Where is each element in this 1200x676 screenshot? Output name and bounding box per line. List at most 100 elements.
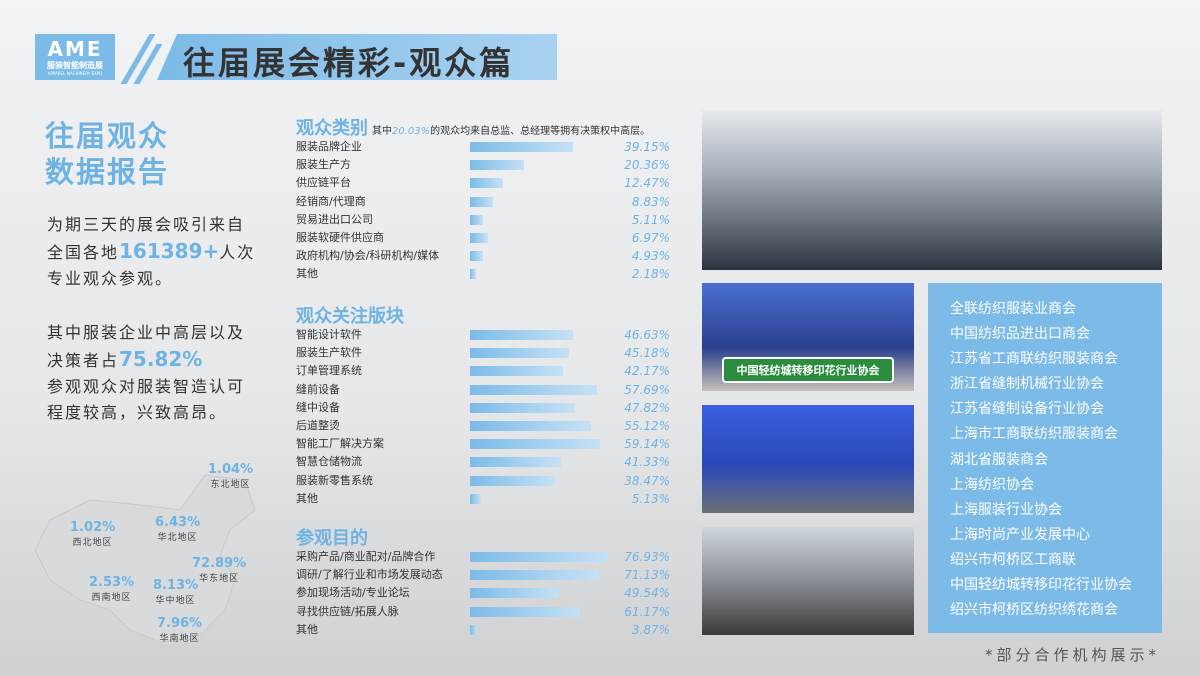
- bar-row: 缝中设备 47.82%: [296, 399, 676, 417]
- bar-row: 经销商/代理商 8.83%: [296, 193, 676, 211]
- bar-value: 12.47%: [624, 176, 670, 191]
- photo-association-group: 中国轻纺城转移印花行业协会: [702, 283, 914, 391]
- bar: [470, 606, 580, 617]
- org-item: 上海纺织协会: [950, 476, 1034, 493]
- section-focus-areas: 观众关注版块 智能设计软件 46.63% 服装生产软件 45.18% 订单管理系统 42.…: [296, 302, 676, 508]
- org-item: 上海时尚产业发展中心: [950, 526, 1090, 543]
- bar-value: 55.12%: [624, 418, 670, 433]
- org-item: 全联纺织服装业商会: [950, 301, 1076, 317]
- bar: [470, 624, 477, 635]
- partner-organizations: 全联纺织服装业商会 中国纺织品进出口商会 江苏省工商联纺织服装商会 浙江省缝制机械行业…: [928, 283, 1162, 633]
- org-item: 中国纺织品进出口商会: [950, 326, 1090, 343]
- visitor-summary: 为期三天的展会吸引来自全国各地161389+人次专业观众参观。: [47, 215, 256, 288]
- bar-value: 4.93%: [631, 249, 670, 264]
- bar-row: 服装软硬件供应商 6.97%: [296, 229, 676, 247]
- bar-label: 其他: [296, 267, 318, 281]
- bar: [470, 493, 482, 504]
- bar-row: 参加现场活动/专业论坛 49.54%: [296, 584, 676, 602]
- header: AME 服装智能制造展 APPAREL MACHINERY EXPO 往届展会精…: [35, 34, 557, 84]
- bar-value: 47.82%: [624, 400, 670, 415]
- report-title: 往届观众 数据报告: [45, 119, 170, 189]
- org-item: 中国轻纺城转移印花行业协会: [950, 577, 1132, 594]
- bar-row: 其他 2.18%: [296, 265, 676, 283]
- bar: [470, 330, 573, 340]
- org-item: 上海市工商联纺织服装商会: [950, 426, 1118, 443]
- org-item: 绍兴市柯桥区纺织绣花商会: [950, 602, 1118, 619]
- bar-value: 5.13%: [631, 491, 670, 506]
- bar: [470, 366, 563, 377]
- bar-label: 其他: [296, 491, 318, 505]
- photo-vip-visit: [702, 110, 1162, 270]
- section-visit-purpose: 参观目的 采购产品/商业配对/品牌合作 76.93% 调研/了解行业和市场发展动态 7…: [296, 524, 676, 639]
- bar: [470, 384, 597, 395]
- bar-value: 59.14%: [624, 437, 670, 452]
- bar-value: 61.17%: [624, 604, 670, 619]
- ame-logo: AME 服装智能制造展 APPAREL MACHINERY EXPO: [35, 34, 115, 80]
- bar-value: 20.36%: [624, 158, 670, 173]
- bar: [470, 196, 494, 207]
- bar-label: 服装软硬件供应商: [296, 230, 384, 244]
- bar-row: 调研/了解行业和市场发展动态 71.13%: [296, 566, 676, 584]
- page-title: 往届展会精彩-观众篇: [183, 44, 515, 82]
- bar-label: 服装生产软件: [296, 346, 362, 360]
- bar-label: 服装品牌企业: [296, 140, 362, 153]
- bar-label: 供应链平台: [296, 176, 351, 190]
- section-audience-type: 观众类别 其中20.03%的观众均来自总监、总经理等拥有决策权中高层。 服装品牌企…: [296, 114, 676, 284]
- bar-row: 采购产品/商业配对/品牌合作 76.93%: [296, 548, 676, 566]
- bar: [470, 269, 476, 280]
- bar-label: 后道整烫: [296, 418, 340, 432]
- bar: [470, 214, 484, 225]
- bar-label: 订单管理系统: [296, 364, 362, 378]
- bar-value: 2.18%: [631, 267, 670, 282]
- bar-label: 智能设计软件: [296, 328, 362, 341]
- bar-value: 5.11%: [631, 212, 670, 227]
- bar: [470, 178, 503, 189]
- bar: [470, 439, 600, 450]
- bar-value: 6.97%: [631, 230, 670, 245]
- bar: [470, 457, 561, 468]
- bar: [470, 570, 598, 581]
- bar-label: 寻找供应链/拓展人脉: [296, 604, 399, 618]
- bar-row: 其他 5.13%: [296, 490, 676, 508]
- org-item: 江苏省工商联纺织服装商会: [950, 351, 1118, 368]
- region-northwest: 1.02% 西北地区: [70, 520, 116, 548]
- bar-label: 服装生产方: [296, 158, 351, 172]
- bar-label: 经销商/代理商: [296, 194, 366, 208]
- bar: [470, 142, 573, 152]
- bar-row: 其他 3.87%: [296, 621, 676, 639]
- bar-row: 贸易进出口公司 5.11%: [296, 211, 676, 229]
- bar: [470, 232, 489, 243]
- bar: [470, 402, 576, 413]
- bar-label: 缝前设备: [296, 382, 340, 396]
- bar-label: 缝中设备: [296, 400, 340, 414]
- bar-row: 政府机构/协会/科研机构/媒体 4.93%: [296, 247, 676, 265]
- region-northeast: 1.04% 东北地区: [208, 462, 254, 490]
- bar-row: 缝前设备 57.69%: [296, 381, 676, 399]
- bar-row: 寻找供应链/拓展人脉 61.17%: [296, 603, 676, 621]
- bar-row: 服装生产方 20.36%: [296, 156, 676, 174]
- region-north: 6.43% 华北地区: [155, 515, 201, 543]
- bar: [470, 251, 483, 262]
- bar-row: 服装新零售系统 38.47%: [296, 472, 676, 490]
- bar-label: 贸易进出口公司: [296, 212, 373, 226]
- bar-row: 智慧仓储物流 41.33%: [296, 453, 676, 471]
- bar-label: 智能工厂解决方案: [296, 437, 384, 451]
- china-region-map: 1.04% 东北地区 1.02% 西北地区 6.43% 华北地区 72.89% 华东地区…: [30, 462, 270, 650]
- bar-label: 其他: [296, 622, 318, 636]
- bar: [470, 552, 608, 562]
- bar-row: 服装品牌企业 39.15%: [296, 138, 676, 156]
- bar-label: 服装新零售系统: [296, 473, 373, 487]
- org-item: 上海服装行业协会: [950, 501, 1062, 518]
- org-item: 湖北省服装商会: [950, 451, 1048, 468]
- bar-value: 49.54%: [624, 586, 670, 601]
- bar-row: 智能工厂解决方案 59.14%: [296, 435, 676, 453]
- photo-large-group: [702, 527, 914, 635]
- bar-row: 智能设计软件 46.63%: [296, 326, 676, 344]
- bar: [470, 160, 524, 171]
- bar-label: 政府机构/协会/科研机构/媒体: [296, 249, 440, 263]
- bar-row: 服装生产软件 45.18%: [296, 344, 676, 362]
- region-east: 72.89% 华东地区: [192, 556, 247, 584]
- bar-label: 采购产品/商业配对/品牌合作: [296, 550, 436, 563]
- decision-maker-summary: 其中服装企业中高层以及决策者占75.82% 参观观众对服装智造认可程度较高，兴致高…: [47, 323, 246, 422]
- bar-value: 38.47%: [624, 473, 670, 488]
